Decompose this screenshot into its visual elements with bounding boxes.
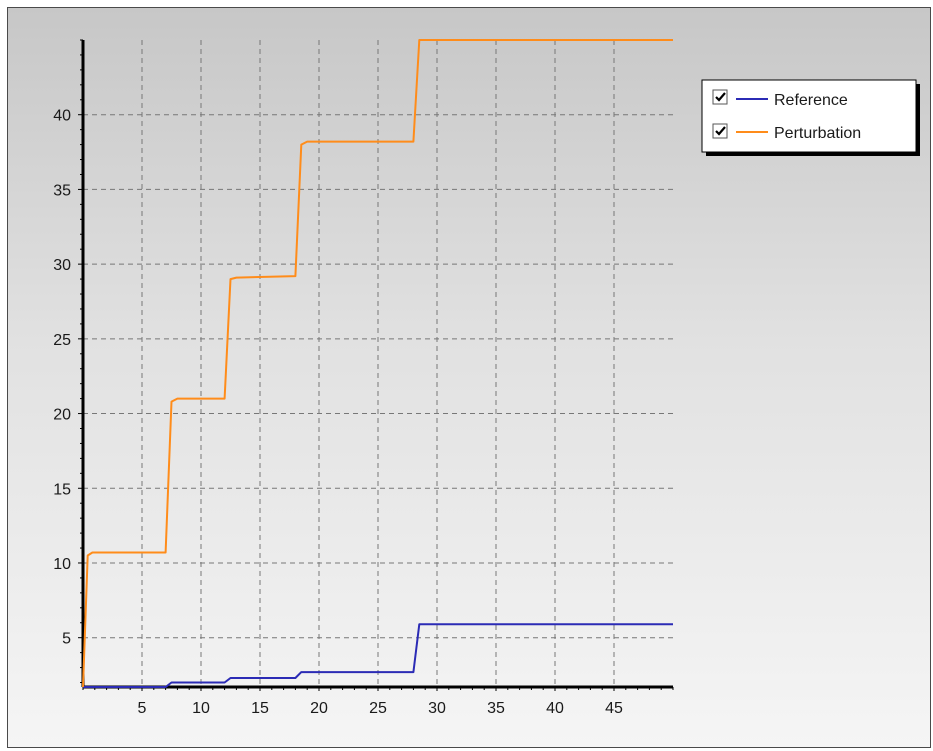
gridlines — [83, 40, 673, 687]
legend-checkbox-reference[interactable] — [712, 89, 728, 105]
y-tick-label: 30 — [53, 257, 71, 274]
x-tick-label: 25 — [369, 700, 387, 717]
y-tick-label: 10 — [53, 556, 71, 573]
y-tick-label: 35 — [53, 182, 71, 199]
x-tick-label: 10 — [192, 700, 210, 717]
x-tick-label: 20 — [310, 700, 328, 717]
x-tick-label: 15 — [251, 700, 269, 717]
x-tick-label: 40 — [546, 700, 564, 717]
y-tick-label: 15 — [53, 481, 71, 498]
x-tick-label: 5 — [138, 700, 147, 717]
series-line-reference — [83, 623, 673, 688]
legend-item-perturbation[interactable]: Perturbation — [712, 123, 861, 142]
x-tick-label: 35 — [487, 700, 505, 717]
y-tick-label: 40 — [53, 108, 71, 125]
legend-checkbox-perturbation[interactable] — [712, 123, 728, 139]
chart-panel: 5 10 15 20 25 30 35 40 45 5 10 15 20 25 30 35 40 Referen… — [7, 7, 931, 748]
legend-label-perturbation: Perturbation — [774, 125, 861, 142]
checkmark-icon — [715, 92, 726, 102]
legend-label-reference: Reference — [774, 92, 848, 109]
legend-item-reference[interactable]: Reference — [712, 89, 848, 109]
legend: Reference Perturbation — [701, 79, 920, 156]
series-lines — [82, 39, 673, 688]
checkmark-icon — [715, 126, 726, 136]
y-tick-label: 5 — [62, 631, 71, 648]
x-tick-label: 30 — [428, 700, 446, 717]
series-line-perturbation — [82, 39, 673, 688]
y-tick-label: 20 — [53, 407, 71, 424]
y-tick-label: 25 — [53, 332, 71, 349]
legend-box — [701, 79, 917, 153]
axes: 5 10 15 20 25 30 35 40 45 5 10 15 20 25 30 35 40 — [53, 39, 674, 717]
chart: 5 10 15 20 25 30 35 40 45 5 10 15 20 25 30 35 40 Referen… — [53, 39, 920, 717]
x-tick-label: 45 — [605, 700, 623, 717]
